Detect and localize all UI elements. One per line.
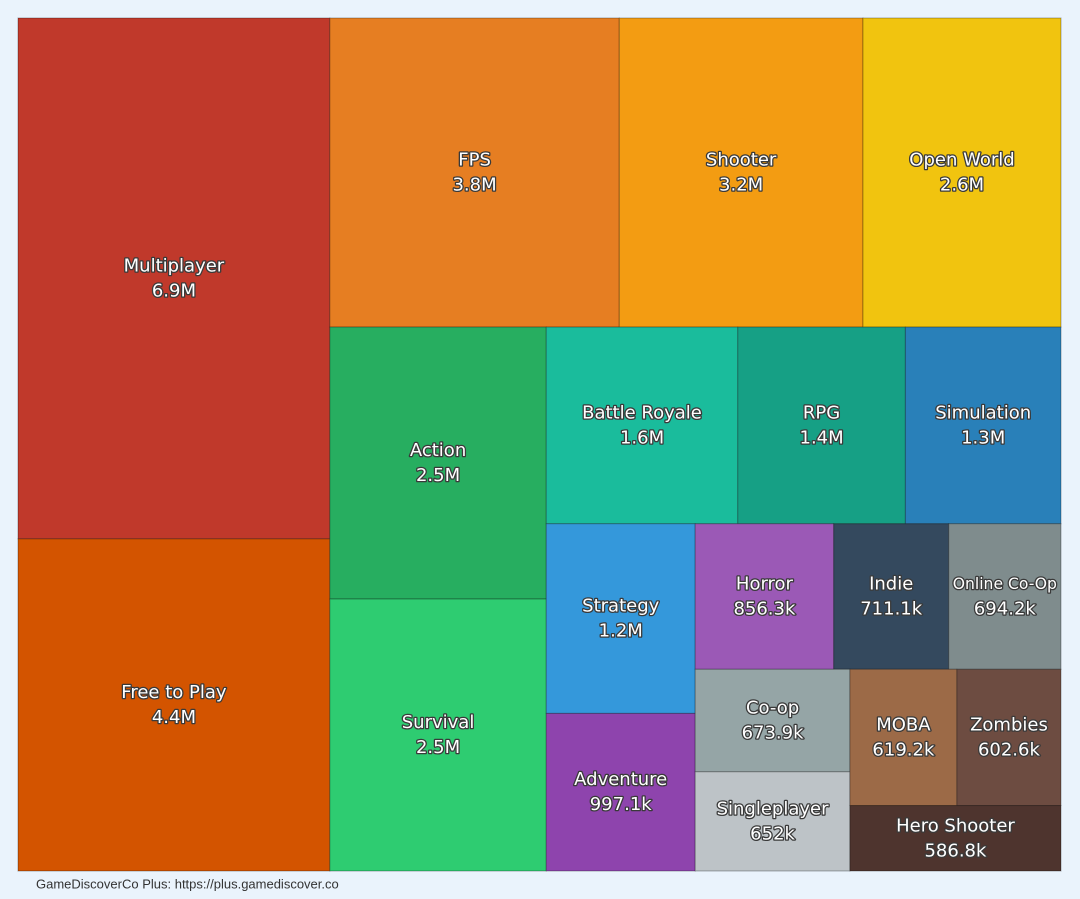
- tile-value-label: 619.2k: [872, 739, 935, 760]
- tile-label: Multiplayer: [124, 255, 225, 276]
- tile-value-label: 856.3k: [733, 599, 796, 620]
- tile: [329, 17, 620, 328]
- tile-value-label: 3.2M: [719, 175, 763, 196]
- tile-value-label: 586.8k: [924, 840, 987, 861]
- tile-label: Singleplayer: [717, 798, 830, 819]
- tile: [17, 538, 331, 872]
- tile-value-label: 6.9M: [152, 280, 196, 301]
- tile-value-label: 997.1k: [590, 794, 653, 815]
- tile-value-label: 602.6k: [978, 739, 1041, 760]
- tile: [694, 668, 851, 773]
- tile-value-label: 4.4M: [152, 707, 196, 728]
- tile: [694, 771, 851, 872]
- tile-label: FPS: [458, 150, 491, 171]
- tile: [956, 668, 1062, 807]
- tile-value-label: 3.8M: [452, 175, 496, 196]
- tile-label: Zombies: [970, 714, 1048, 735]
- tile-label: Horror: [736, 574, 794, 595]
- tile-label: Adventure: [574, 769, 667, 790]
- footer: GameDiscoverCo Plus: https://plus.gamedi…: [36, 876, 339, 891]
- tile-label: Online Co-Op: [953, 575, 1057, 593]
- tile: [545, 523, 696, 714]
- tile-label: MOBA: [876, 714, 931, 735]
- tile-value-label: 1.4M: [800, 427, 844, 448]
- tile: [904, 326, 1062, 525]
- tile: [329, 598, 547, 872]
- tile-label: Simulation: [935, 402, 1031, 423]
- tile-label: Shooter: [706, 150, 777, 171]
- tile: [618, 17, 864, 328]
- tile-label: Strategy: [582, 596, 659, 617]
- tile-value-label: 1.6M: [620, 427, 664, 448]
- tile: [545, 712, 696, 872]
- tile-label: RPG: [803, 402, 840, 423]
- tile: [948, 523, 1062, 670]
- tile: [833, 523, 950, 670]
- tile: [862, 17, 1062, 328]
- tile-value-label: 694.2k: [974, 599, 1037, 620]
- tile-value-label: 2.6M: [940, 175, 984, 196]
- tile: [849, 668, 958, 807]
- tile-value-label: 711.1k: [860, 599, 923, 620]
- tile-label: Indie: [869, 574, 913, 595]
- tile: [545, 326, 739, 525]
- tile-value-label: 1.2M: [599, 621, 643, 642]
- tile-label: Free to Play: [121, 682, 227, 703]
- tile-value-label: 673.9k: [742, 723, 805, 744]
- tile: [849, 805, 1062, 872]
- tile-label: Action: [410, 440, 466, 461]
- tile-value-label: 652k: [750, 823, 795, 844]
- tile: [329, 326, 547, 600]
- tile-label: Open World: [909, 150, 1014, 171]
- tile-value-label: 1.3M: [961, 427, 1005, 448]
- tile-value-label: 2.5M: [416, 737, 460, 758]
- tile: [737, 326, 906, 525]
- tile-label: Co-op: [746, 698, 799, 719]
- tile: [694, 523, 835, 670]
- tile: [17, 17, 331, 540]
- tile-label: Survival: [402, 712, 475, 733]
- tile-label: Battle Royale: [582, 402, 702, 423]
- tile-value-label: 2.5M: [416, 465, 460, 486]
- tile-label: Hero Shooter: [896, 815, 1015, 836]
